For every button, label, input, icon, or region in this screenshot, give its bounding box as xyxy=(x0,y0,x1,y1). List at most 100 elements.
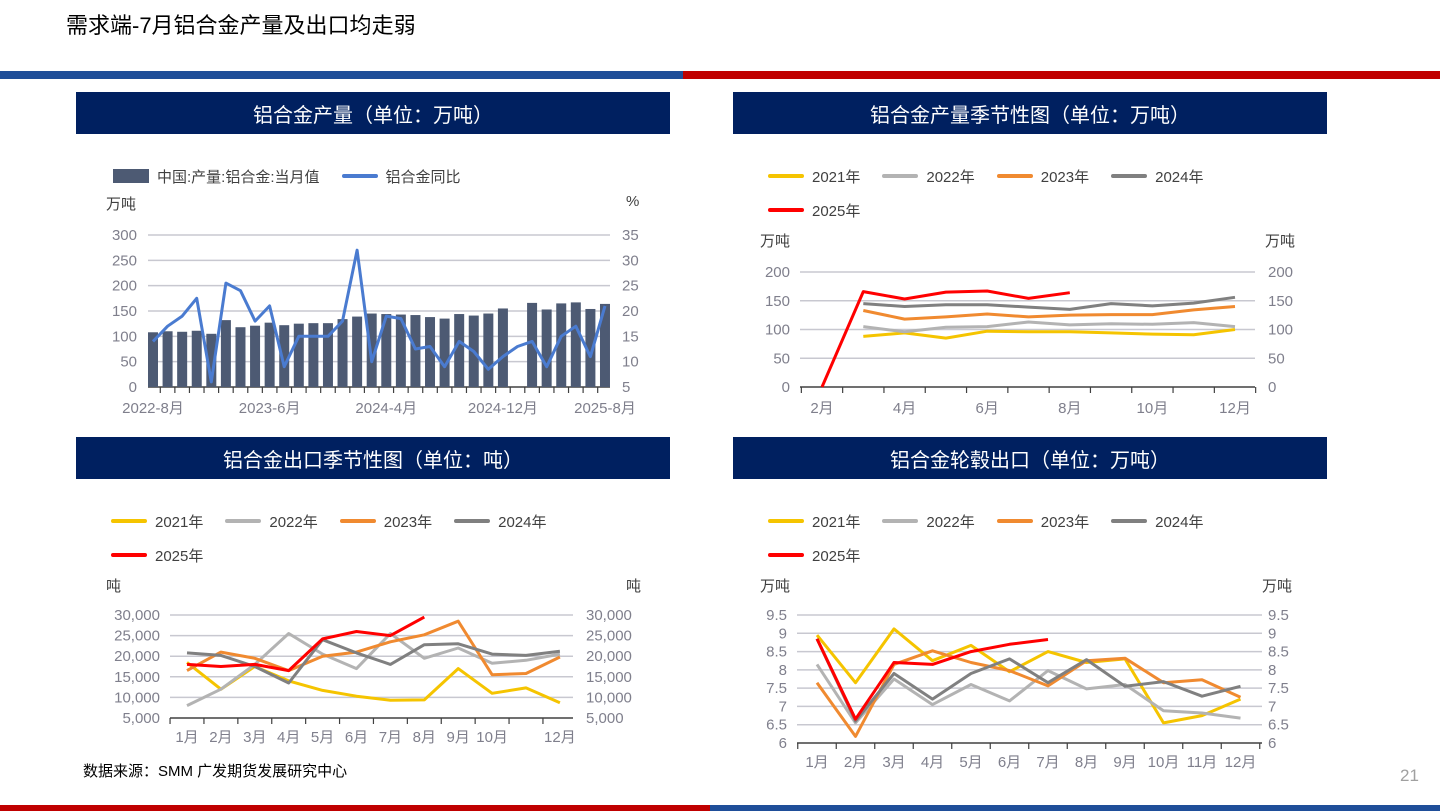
x-tick-label: 8月 xyxy=(413,729,436,746)
legend-swatch xyxy=(225,519,262,523)
x-tick-label: 8月 xyxy=(1075,754,1098,771)
y-tick-label-left: 10,000 xyxy=(114,689,160,706)
y-tick-label-right: 6 xyxy=(1268,735,1276,752)
legend-item: 2021年 xyxy=(768,165,860,187)
y-tick-label-right: 200 xyxy=(1268,264,1293,281)
series-line-2024年 xyxy=(815,638,1241,723)
top-bar-right xyxy=(683,71,1440,79)
x-tick-label: 4月 xyxy=(893,400,916,417)
legend-swatch xyxy=(341,174,378,178)
y-tick-label-right: 6.5 xyxy=(1268,717,1289,734)
y-tick-label-right: 20,000 xyxy=(586,648,632,665)
legend-swatch xyxy=(882,174,919,178)
page-number: 21 xyxy=(1400,766,1419,785)
y-tick-label-left: 9 xyxy=(779,625,787,642)
bar xyxy=(352,316,363,387)
bar xyxy=(556,303,567,387)
y-tick-label-right: 5,000 xyxy=(586,710,624,727)
bar xyxy=(177,331,188,387)
series-line-2025年 xyxy=(815,638,1049,721)
bar xyxy=(483,313,494,387)
y-tick-label-left: 5,000 xyxy=(122,710,160,727)
y-tick-label-left: 30,000 xyxy=(114,607,160,624)
x-tick-label: 1月 xyxy=(805,754,828,771)
bar xyxy=(381,314,392,387)
bar xyxy=(570,302,581,387)
unit-right: % xyxy=(626,193,640,210)
bar xyxy=(191,330,202,387)
top-bar-left xyxy=(0,71,683,79)
y-tick-label-right: 9.5 xyxy=(1268,607,1289,624)
x-tick-label: 5月 xyxy=(311,729,334,746)
series-line-2021年 xyxy=(863,328,1236,340)
unit-left: 万吨 xyxy=(760,233,791,250)
legend-label: 2025年 xyxy=(812,547,861,565)
y-tick-label-right: 7 xyxy=(1268,698,1276,715)
x-tick-label: 11月 xyxy=(1187,754,1218,771)
x-tick-label: 4月 xyxy=(277,729,300,746)
chart-header-production: 铝合金产量（单位：万吨） xyxy=(76,92,670,134)
y-tick-label-left: 200 xyxy=(112,278,137,295)
x-tick-label: 6月 xyxy=(998,754,1021,771)
y-tick-label-left: 50 xyxy=(773,350,790,367)
bar xyxy=(337,319,348,387)
legend-swatch xyxy=(996,519,1033,523)
y-tick-label-left: 150 xyxy=(112,303,137,320)
bar xyxy=(264,322,275,387)
x-tick-label: 3月 xyxy=(243,729,266,746)
series-line-2023年 xyxy=(186,619,561,677)
y-tick-label-right: 0 xyxy=(1268,379,1276,396)
y-tick-label-right: 5 xyxy=(622,379,630,396)
y-tick-label-right: 15 xyxy=(622,328,639,345)
legend-item: 2025年 xyxy=(111,544,203,566)
legend-item: 2021年 xyxy=(111,510,203,532)
unit-left: 万吨 xyxy=(106,196,137,213)
x-tick-label: 2024-12月 xyxy=(468,400,538,417)
unit-left: 吨 xyxy=(106,578,122,595)
bar xyxy=(235,327,246,387)
legend-production: 中国:产量:铝合金:当月值 铝合金同比 xyxy=(113,165,633,187)
legend-label: 2024年 xyxy=(1155,513,1204,531)
chart-header-export-seasonal: 铝合金出口季节性图（单位：吨） xyxy=(76,437,670,479)
bar xyxy=(541,309,552,387)
legend-item: 2024年 xyxy=(1111,510,1204,532)
page-title: 需求端-7月铝合金产量及出口均走弱 xyxy=(66,13,416,38)
series-line-铝合金同比 xyxy=(151,248,607,384)
legend-label: 2024年 xyxy=(498,513,547,531)
bar xyxy=(497,308,508,387)
bar xyxy=(454,314,465,387)
x-tick-label: 3月 xyxy=(882,754,905,771)
bar xyxy=(279,325,290,387)
y-tick-label-left: 7.5 xyxy=(766,680,787,697)
bar xyxy=(308,323,319,387)
x-tick-label: 2月 xyxy=(209,729,232,746)
y-tick-label-right: 25 xyxy=(622,278,639,295)
y-tick-label-right: 30 xyxy=(622,252,639,269)
y-tick-label-right: 15,000 xyxy=(586,669,632,686)
series-line-2022年 xyxy=(186,632,561,707)
x-tick-label: 7月 xyxy=(1036,754,1059,771)
series-line-2025年 xyxy=(820,289,1071,388)
series-line-2025年 xyxy=(186,615,426,673)
y-tick-label-left: 20,000 xyxy=(114,648,160,665)
bar xyxy=(395,314,406,387)
y-tick-label-right: 9 xyxy=(1268,625,1276,642)
x-tick-label: 4月 xyxy=(921,754,944,771)
legend-wheel-export: 2021年 2022年 2023年 2024年 2025年 xyxy=(768,510,1248,566)
series-line-2024年 xyxy=(863,295,1236,311)
legend-swatch xyxy=(1111,519,1148,523)
legend-swatch xyxy=(111,553,147,557)
unit-right: 吨 xyxy=(626,578,642,595)
legend-label: 2021年 xyxy=(155,513,204,531)
x-tick-label: 7月 xyxy=(379,729,402,746)
bar xyxy=(162,331,173,387)
series-line-2022年 xyxy=(815,663,1241,725)
y-tick-label-right: 25,000 xyxy=(586,628,632,645)
legend-label: 铝合金同比 xyxy=(385,168,461,186)
legend-label: 2022年 xyxy=(269,513,318,531)
x-tick-label: 2025-8月 xyxy=(574,400,636,417)
legend-label: 2025年 xyxy=(155,547,204,565)
y-tick-label-left: 100 xyxy=(765,322,790,339)
x-tick-label: 6月 xyxy=(345,729,368,746)
